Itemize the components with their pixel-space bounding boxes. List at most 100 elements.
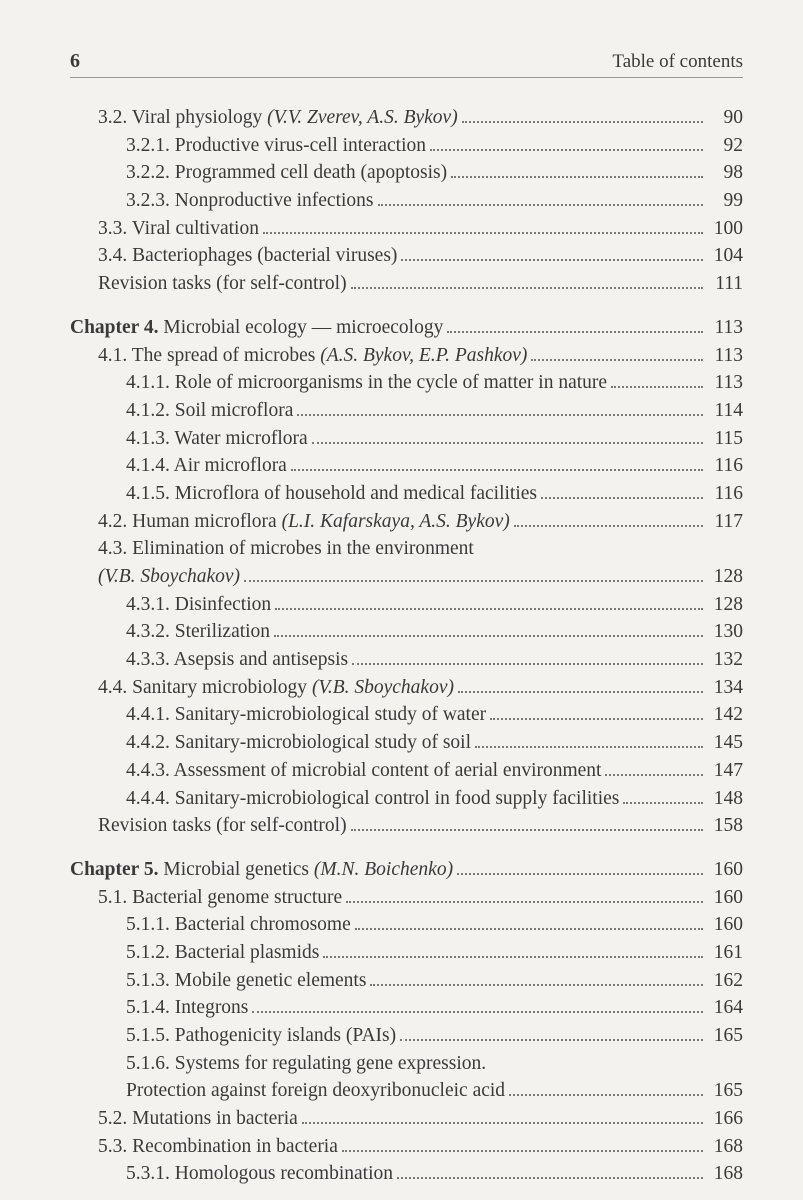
- toc-label: (V.B. Sboychakov): [98, 563, 240, 591]
- toc-row: 4.1.1. Role of microorganisms in the cyc…: [70, 369, 743, 397]
- toc-text: 3.2.2. Programmed cell death (apoptosis): [126, 162, 447, 183]
- toc-page: 168: [707, 1160, 743, 1188]
- toc-text: 4.1.3. Water microflora: [126, 428, 308, 449]
- toc-label: Revision tasks (for self-control): [98, 270, 347, 298]
- toc-label: 4.4.1. Sanitary-microbiological study of…: [126, 701, 486, 729]
- toc-label: 5.2. Mutations in bacteria: [98, 1105, 298, 1133]
- toc-label: 3.3. Viral cultivation: [98, 215, 259, 243]
- toc-page: 117: [707, 508, 743, 536]
- toc-text: 3.3. Viral cultivation: [98, 218, 259, 239]
- toc-leader-dots: [541, 481, 703, 499]
- toc-page: 128: [707, 591, 743, 619]
- toc-row: 4.4.1. Sanitary-microbiological study of…: [70, 701, 743, 729]
- toc-row: 4.1.2. Soil microflora114: [70, 397, 743, 425]
- toc-authors: (V.B. Sboychakov): [312, 677, 454, 698]
- toc-page: 104: [707, 242, 743, 270]
- toc-text: Protection against foreign deoxyribonucl…: [126, 1080, 505, 1101]
- toc-row: 4.1. The spread of microbes (A.S. Bykov,…: [70, 342, 743, 370]
- toc-row: Revision tasks (for self-control)111: [70, 270, 743, 298]
- toc-page: 113: [707, 369, 743, 397]
- toc-leader-dots: [514, 509, 703, 527]
- toc-leader-dots: [531, 343, 703, 361]
- toc-row: 4.4.4. Sanitary-microbiological control …: [70, 785, 743, 813]
- toc-label: 3.4. Bacteriophages (bacterial viruses): [98, 242, 397, 270]
- toc-leader-dots: [451, 161, 703, 179]
- toc-leader-dots: [323, 940, 703, 958]
- toc-label: 4.4.3. Assessment of microbial content o…: [126, 757, 601, 785]
- toc-label: 5.3.1. Homologous recombination: [126, 1160, 393, 1188]
- toc-row: Revision tasks (for self-control)158: [70, 812, 743, 840]
- toc-page: 161: [707, 939, 743, 967]
- toc-leader-dots: [297, 398, 703, 416]
- toc-label: 5.1. Bacterial genome structure: [98, 884, 342, 912]
- toc-text: 4.2. Human microflora: [98, 511, 282, 532]
- toc-text: 5.3. Recombination in bacteria: [98, 1136, 338, 1157]
- toc-row: 5.1.3. Mobile genetic elements162: [70, 967, 743, 995]
- toc-label: 4.1.5. Microflora of household and medic…: [126, 480, 537, 508]
- toc-label: 5.1.6. Systems for regulating gene expre…: [126, 1050, 486, 1078]
- toc-row: 3.2.3. Nonproductive infections 99: [70, 187, 743, 215]
- table-of-contents: 3.2. Viral physiology (V.V. Zverev, A.S.…: [70, 104, 743, 1188]
- toc-text: Microbial genetics: [163, 859, 314, 880]
- toc-leader-dots: [351, 272, 703, 290]
- header-title: Table of contents: [612, 51, 743, 73]
- toc-leader-dots: [355, 913, 703, 931]
- toc-leader-dots: [605, 758, 703, 776]
- toc-label: 5.1.3. Mobile genetic elements: [126, 967, 366, 995]
- toc-row: 5.1. Bacterial genome structure160: [70, 884, 743, 912]
- toc-page: 116: [707, 480, 743, 508]
- toc-text: 5.3.1. Homologous recombination: [126, 1163, 393, 1184]
- toc-label: 4.4.4. Sanitary-microbiological control …: [126, 785, 619, 813]
- toc-label: 5.1.2. Bacterial plasmids: [126, 939, 319, 967]
- toc-page: 168: [707, 1133, 743, 1161]
- toc-row: (V.B. Sboychakov) 128: [70, 563, 743, 591]
- toc-text: 5.1.6. Systems for regulating gene expre…: [126, 1053, 486, 1074]
- toc-label: 5.3. Recombination in bacteria: [98, 1133, 338, 1161]
- toc-page: 99: [707, 187, 743, 215]
- toc-label: 3.2.3. Nonproductive infections: [126, 187, 374, 215]
- toc-leader-dots: [509, 1079, 703, 1097]
- toc-leader-dots: [244, 564, 703, 582]
- toc-row: 3.2.1. Productive virus-cell interaction…: [70, 132, 743, 160]
- toc-text: 4.1.5. Microflora of household and medic…: [126, 483, 537, 504]
- toc-authors: (A.S. Bykov, E.P. Pashkov): [320, 345, 527, 366]
- toc-page: 128: [707, 563, 743, 591]
- toc-label: 5.1.1. Bacterial chromosome: [126, 911, 351, 939]
- toc-label: 4.1.3. Water microflora: [126, 425, 308, 453]
- toc-leader-dots: [351, 814, 703, 832]
- toc-page: 116: [707, 452, 743, 480]
- toc-row: 4.4.2. Sanitary-microbiological study of…: [70, 729, 743, 757]
- toc-page: 158: [707, 812, 743, 840]
- toc-authors: (V.V. Zverev, A.S. Bykov): [267, 107, 458, 128]
- toc-text: 5.1.2. Bacterial plasmids: [126, 942, 319, 963]
- toc-leader-dots: [252, 996, 703, 1014]
- toc-text: 5.1.5. Pathogenicity islands (PAIs): [126, 1025, 396, 1046]
- toc-leader-dots: [430, 133, 703, 151]
- toc-text: 4.4.3. Assessment of microbial content o…: [126, 760, 601, 781]
- toc-leader-dots: [490, 703, 703, 721]
- toc-text: 4.4.4. Sanitary-microbiological control …: [126, 788, 619, 809]
- toc-leader-dots: [458, 675, 703, 693]
- toc-text: 4.4. Sanitary microbiology: [98, 677, 312, 698]
- toc-row: 4.1.5. Microflora of household and medic…: [70, 480, 743, 508]
- toc-page: 160: [707, 856, 743, 884]
- toc-text: Microbial ecology — microecology: [163, 317, 443, 338]
- page-header: 6 Table of contents: [70, 50, 743, 78]
- toc-leader-dots: [312, 426, 703, 444]
- toc-label: 4.3.1. Disinfection: [126, 591, 271, 619]
- toc-page: 92: [707, 132, 743, 160]
- toc-text: 5.1. Bacterial genome structure: [98, 887, 342, 908]
- toc-row: 5.1.6. Systems for regulating gene expre…: [70, 1050, 743, 1078]
- toc-block: Chapter 5. Microbial genetics (M.N. Boic…: [70, 856, 743, 1188]
- toc-leader-dots: [291, 454, 703, 472]
- toc-row: 4.4. Sanitary microbiology (V.B. Sboycha…: [70, 674, 743, 702]
- toc-text: 4.3.1. Disinfection: [126, 594, 271, 615]
- toc-page: 165: [707, 1022, 743, 1050]
- toc-row: 4.1.4. Air microflora116: [70, 452, 743, 480]
- toc-label: 4.3.2. Sterilization: [126, 618, 270, 646]
- toc-label: 4.1. The spread of microbes (A.S. Bykov,…: [98, 342, 527, 370]
- toc-leader-dots: [462, 105, 703, 123]
- toc-leader-dots: [370, 968, 703, 986]
- toc-page: 114: [707, 397, 743, 425]
- toc-label: 4.2. Human microflora (L.I. Kafarskaya, …: [98, 508, 510, 536]
